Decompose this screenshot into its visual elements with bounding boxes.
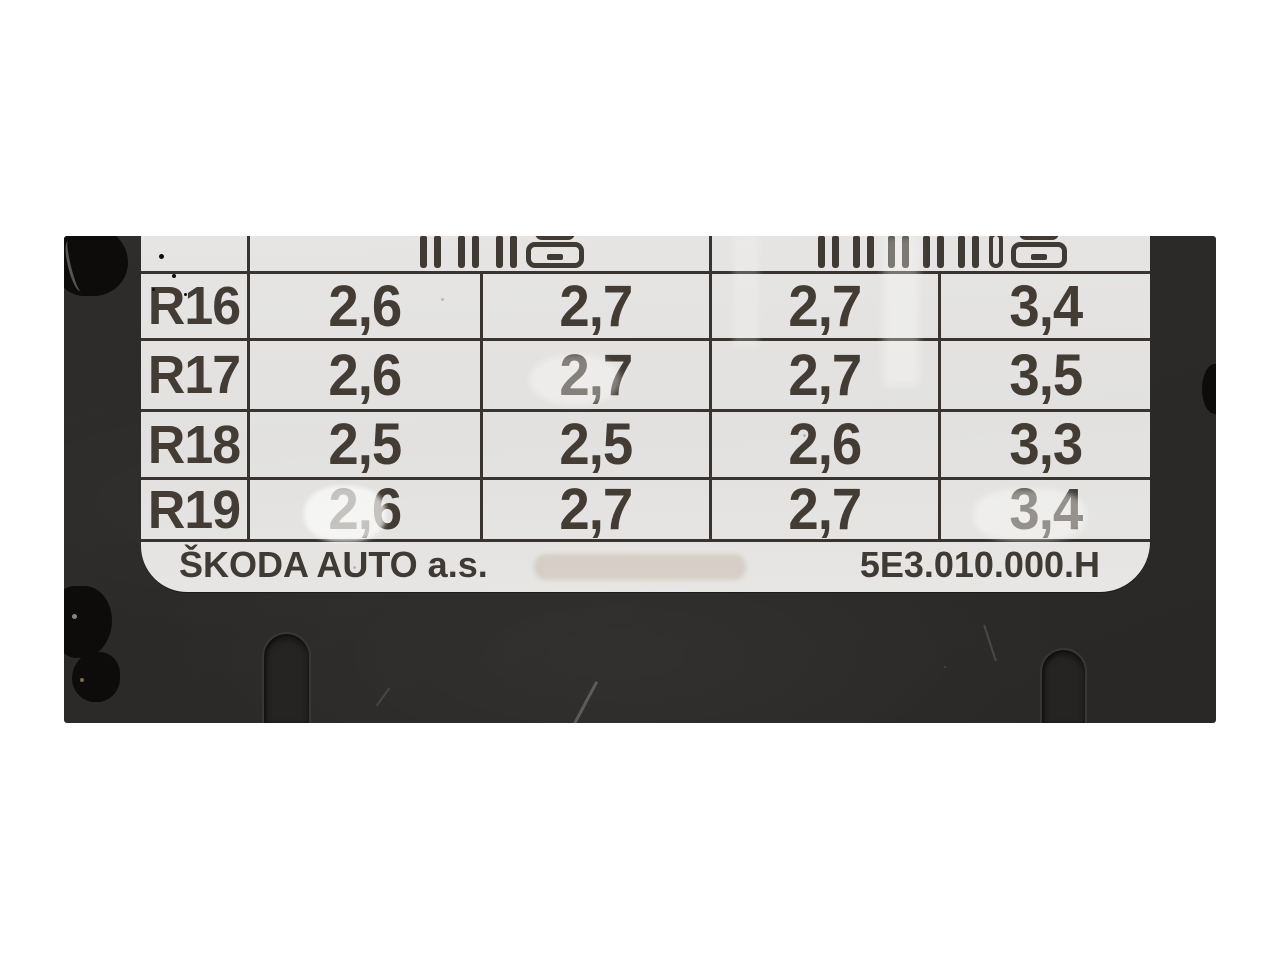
pressure-cell: 2,7 (712, 274, 941, 341)
pressure-value: 2,7 (559, 342, 634, 408)
tire-pressure-label: R16 2,6 2,7 2,7 3,4 R17 2,6 2,7 2,7 3,5 … (141, 236, 1150, 592)
pressure-cell: 2,7 (483, 274, 712, 341)
luggage-icon (526, 236, 584, 268)
part-number-text: 5E3.010.000.H (859, 544, 1100, 585)
dust-speck (1124, 486, 1126, 488)
pressure-cell: 3,4 (941, 477, 1150, 542)
droplet (152, 288, 155, 291)
pressure-value: 2,7 (559, 477, 634, 542)
occupant-icon (958, 236, 979, 268)
pressure-cell: 3,4 (941, 274, 1150, 341)
pressure-value: 3,4 (1009, 273, 1083, 339)
header-full-load-cell (712, 236, 1150, 274)
pressure-value: 2,6 (328, 273, 403, 339)
wheel-size-cell: R18 (141, 412, 250, 480)
glint (80, 678, 84, 682)
wheel-size: R18 (147, 414, 241, 475)
occupant-icon (458, 236, 479, 268)
droplet (184, 293, 187, 296)
glossy-blob (64, 586, 112, 658)
droplet (159, 254, 164, 259)
header-empty-cell (141, 236, 250, 274)
pressure-value: 3,3 (1009, 412, 1083, 477)
pressure-cell: 2,6 (712, 412, 941, 480)
pressure-value: 2,7 (788, 477, 863, 542)
pressure-cell: 3,3 (941, 412, 1150, 480)
pressure-table: R16 2,6 2,7 2,7 3,4 R17 2,6 2,7 2,7 3,5 … (141, 236, 1150, 592)
pressure-value: 3,5 (1009, 342, 1083, 408)
wheel-size-cell: R16 (141, 274, 250, 341)
wheel-size: R16 (147, 276, 241, 336)
small-bag-icon (989, 236, 1003, 268)
header-partial-load-cell (250, 236, 712, 274)
dust-speck (764, 586, 766, 588)
occupant-icon (888, 236, 909, 268)
dirt-speck (441, 298, 444, 301)
glossy-blob (64, 236, 128, 296)
pressure-cell: 2,7 (712, 341, 941, 412)
occupant-icon (496, 236, 517, 268)
occupant-icon (818, 236, 839, 268)
label-footer: ŠKODA AUTO a.s. 5E3.010.000.H (141, 542, 1150, 592)
manufacturer-text: ŠKODA AUTO a.s. (179, 544, 488, 585)
pressure-cell: 2,6 (250, 274, 483, 341)
pressure-cell: 2,5 (250, 412, 483, 480)
pressure-value: 2,7 (788, 273, 863, 339)
dust-speck (414, 536, 416, 538)
pressure-value: 2,7 (788, 342, 863, 408)
pressure-value: 2,6 (788, 412, 863, 477)
pressure-value: 2,6 (328, 342, 403, 408)
pressure-cell: 2,6 (250, 477, 483, 542)
pressure-cell: 2,7 (712, 477, 941, 542)
scratch (375, 687, 391, 707)
pressure-value: 2,7 (559, 273, 634, 339)
pressure-value: 3,4 (1009, 477, 1083, 542)
wheel-size-cell: R19 (141, 480, 250, 542)
glint (72, 614, 77, 619)
wheel-size: R17 (147, 345, 241, 405)
dirt-speck (353, 566, 356, 569)
pressure-cell: 2,6 (250, 341, 483, 412)
droplet (172, 274, 176, 278)
dirt-speck (803, 434, 806, 437)
mounting-slot-left (262, 632, 311, 723)
pressure-cell: 2,5 (483, 412, 712, 480)
occupant-icon (923, 236, 944, 268)
dust-speck (224, 566, 226, 568)
scratch (572, 681, 599, 723)
pressure-cell: 2,7 (483, 341, 712, 412)
pressure-value: 2,6 (328, 477, 403, 542)
mounting-slot-right (1040, 648, 1087, 723)
glossy-blob (72, 652, 120, 702)
pressure-value: 2,5 (559, 412, 634, 477)
wheel-size-cell: R17 (141, 341, 250, 412)
scratch (983, 624, 997, 662)
occupant-icon (853, 236, 874, 268)
wheel-size: R19 (147, 479, 241, 540)
luggage-icon (1011, 236, 1067, 268)
full-load-icons (818, 236, 1067, 268)
glossy-blob (1202, 364, 1216, 414)
pressure-cell: 2,7 (483, 477, 712, 542)
partial-load-icons (420, 236, 584, 268)
occupant-icon (420, 236, 441, 268)
dust-speck (944, 666, 946, 668)
placard-photo: R16 2,6 2,7 2,7 3,4 R17 2,6 2,7 2,7 3,5 … (64, 236, 1216, 723)
pressure-value: 2,5 (328, 412, 403, 477)
pressure-cell: 3,5 (941, 341, 1150, 412)
